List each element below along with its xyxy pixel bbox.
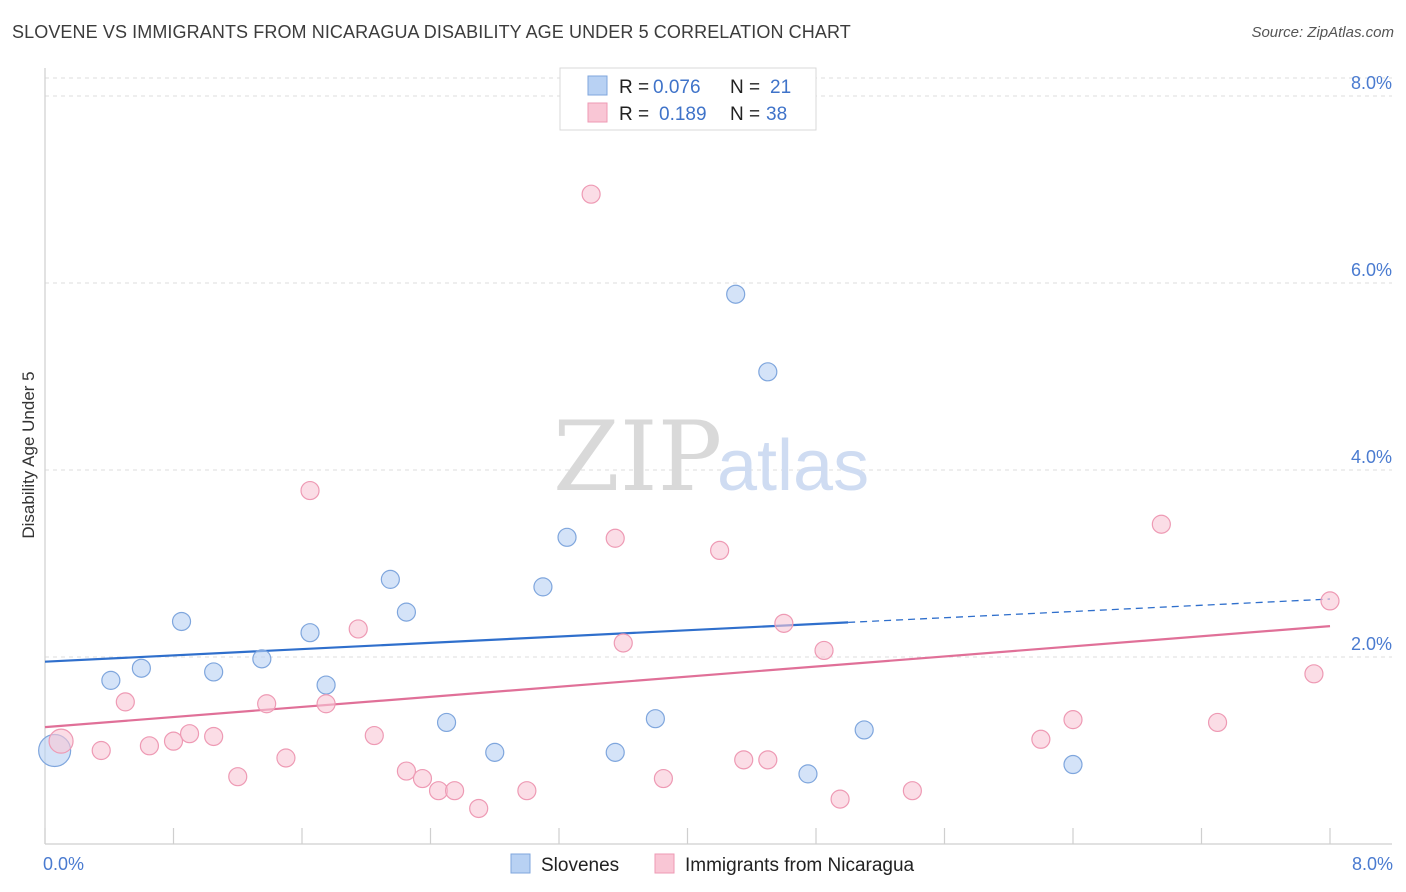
point-nicaragua-0 [48, 728, 74, 754]
point-slovenes-5 [252, 649, 272, 669]
x-tick-label-0: 0.0% [43, 854, 84, 874]
point-nicaragua-29 [830, 789, 850, 809]
trendline-slovenes [44, 621, 849, 663]
point-nicaragua-8 [257, 694, 277, 714]
point-nicaragua-20 [581, 184, 601, 204]
watermark: ZIP atlas [553, 401, 869, 513]
legend-n-value-2: 38 [766, 104, 787, 125]
point-nicaragua-12 [348, 619, 368, 639]
point-slovenes-9 [396, 602, 417, 622]
point-nicaragua-36 [1320, 591, 1340, 611]
trend-layer [44, 598, 1331, 729]
point-nicaragua-7 [228, 767, 248, 787]
chart-source: Source: ZipAtlas.com [1251, 24, 1394, 41]
point-nicaragua-21 [605, 528, 625, 548]
point-nicaragua-13 [364, 725, 384, 746]
point-nicaragua-32 [1063, 710, 1083, 730]
point-slovenes-10 [436, 712, 457, 733]
legend-box: R = 0.076 N = 21 R = 0.189 N = 38 [559, 67, 817, 131]
point-slovenes-4 [204, 662, 224, 682]
watermark-atlas: atlas [717, 426, 869, 506]
grid-layer [45, 77, 1392, 658]
y-tick-label-3: 8.0% [1351, 73, 1392, 93]
point-slovenes-17 [758, 362, 778, 382]
point-nicaragua-23 [653, 768, 674, 789]
point-nicaragua-28 [814, 640, 834, 661]
point-slovenes-15 [645, 709, 665, 729]
point-nicaragua-31 [1031, 729, 1051, 749]
point-nicaragua-5 [179, 724, 200, 744]
point-nicaragua-34 [1207, 712, 1228, 733]
point-nicaragua-35 [1304, 664, 1324, 684]
point-slovenes-8 [380, 569, 400, 589]
bottom-legend-label-slovenes: Slovenes [541, 855, 619, 876]
y-tick-label-2: 6.0% [1351, 260, 1392, 280]
point-nicaragua-18 [469, 798, 489, 819]
legend-swatch-nicaragua [587, 102, 608, 123]
points-layer [38, 184, 1340, 819]
point-nicaragua-14 [396, 761, 417, 781]
axes-layer [44, 68, 1392, 845]
point-slovenes-11 [485, 742, 505, 762]
point-slovenes-20 [1063, 754, 1083, 775]
point-nicaragua-1 [91, 740, 111, 761]
legend-n-value-1: 21 [770, 77, 791, 98]
point-slovenes-12 [533, 577, 553, 597]
point-slovenes-7 [316, 675, 336, 695]
point-nicaragua-10 [300, 480, 320, 501]
point-nicaragua-15 [412, 768, 433, 789]
point-slovenes-19 [854, 720, 874, 740]
point-slovenes-16 [726, 284, 746, 304]
legend-r-label-1: R = [619, 77, 649, 98]
point-nicaragua-22 [613, 633, 633, 653]
legend-n-label-1: N = [730, 77, 760, 98]
point-slovenes-2 [131, 658, 151, 678]
point-nicaragua-25 [734, 750, 754, 770]
y-tick-label-0: 2.0% [1351, 634, 1392, 654]
point-nicaragua-24 [710, 540, 730, 561]
point-nicaragua-27 [774, 613, 794, 633]
legend-r-value-1: 0.076 [653, 77, 701, 98]
chart-title: SLOVENE VS IMMIGRANTS FROM NICARAGUA DIS… [12, 22, 851, 42]
point-nicaragua-26 [758, 750, 778, 770]
tick-labels: 2.0% 4.0% 6.0% 8.0% 0.0% 8.0% [43, 73, 1393, 874]
x-tick-label-1: 8.0% [1352, 854, 1393, 874]
point-nicaragua-3 [139, 736, 160, 756]
point-nicaragua-17 [444, 781, 465, 801]
point-nicaragua-19 [517, 781, 537, 801]
y-tick-label-1: 4.0% [1351, 447, 1392, 467]
point-slovenes-18 [798, 764, 818, 784]
legend-r-value-2: 0.189 [659, 104, 707, 125]
point-slovenes-13 [557, 527, 577, 547]
legend-n-label-2: N = [730, 104, 760, 125]
point-nicaragua-6 [204, 726, 224, 747]
point-slovenes-3 [171, 611, 192, 632]
trendline-slovenes-extension [848, 598, 1331, 624]
point-nicaragua-30 [902, 781, 922, 801]
point-slovenes-1 [101, 670, 121, 690]
legend-swatch-slovenes [587, 75, 608, 96]
legend-r-label-2: R = [619, 104, 649, 125]
bottom-legend-swatch-slovenes [510, 853, 531, 874]
point-nicaragua-33 [1151, 514, 1171, 534]
point-nicaragua-9 [276, 748, 296, 768]
point-slovenes-14 [605, 742, 625, 762]
trendline-nicaragua [44, 625, 1331, 729]
point-nicaragua-11 [316, 694, 336, 714]
bottom-legend-label-nicaragua: Immigrants from Nicaragua [685, 855, 915, 876]
y-axis-label: Disability Age Under 5 [19, 371, 38, 538]
point-nicaragua-4 [163, 731, 184, 751]
point-slovenes-6 [300, 623, 320, 643]
point-nicaragua-16 [428, 781, 449, 801]
bottom-legend-swatch-nicaragua [654, 853, 675, 874]
watermark-zip: ZIP [553, 401, 722, 513]
point-nicaragua-2 [115, 692, 135, 712]
bottom-legend: Slovenes Immigrants from Nicaragua [510, 853, 915, 876]
